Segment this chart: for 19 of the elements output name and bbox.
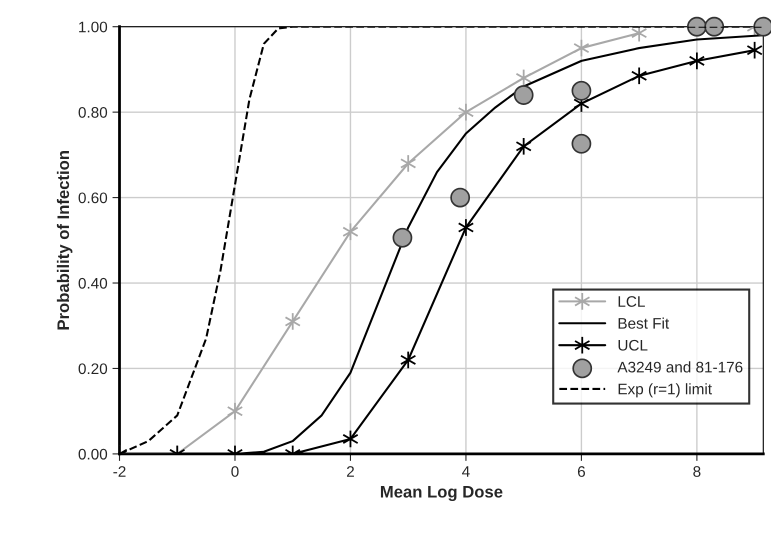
x-axis-title: Mean Log Dose <box>380 486 502 502</box>
y-tick-label: 0.40 <box>78 278 108 289</box>
x-tick-label: 8 <box>693 466 700 477</box>
legend-label: UCL <box>618 340 648 351</box>
y-tick-label: 0.00 <box>78 448 108 460</box>
y-tick-label: 0.60 <box>78 192 108 204</box>
x-tick-label: -2 <box>113 466 126 477</box>
x-tick-label: 2 <box>346 466 354 477</box>
x-tick-label: 6 <box>578 466 585 477</box>
x-tick-label: 0 <box>231 466 239 477</box>
legend-label: Exp (r=1) limit <box>618 383 712 398</box>
y-axis-title: Probability of Infection <box>56 151 72 330</box>
legend-label: Best Fit <box>618 318 670 329</box>
y-tick-label: 1.00 <box>79 22 108 32</box>
y-tick-label: 0.80 <box>78 107 108 118</box>
legend-label: A3249 and 81-176 <box>617 361 742 373</box>
y-tick-label: 0.20 <box>78 363 108 374</box>
x-tick-label: 4 <box>462 466 470 477</box>
legend-label: LCL <box>618 296 645 307</box>
